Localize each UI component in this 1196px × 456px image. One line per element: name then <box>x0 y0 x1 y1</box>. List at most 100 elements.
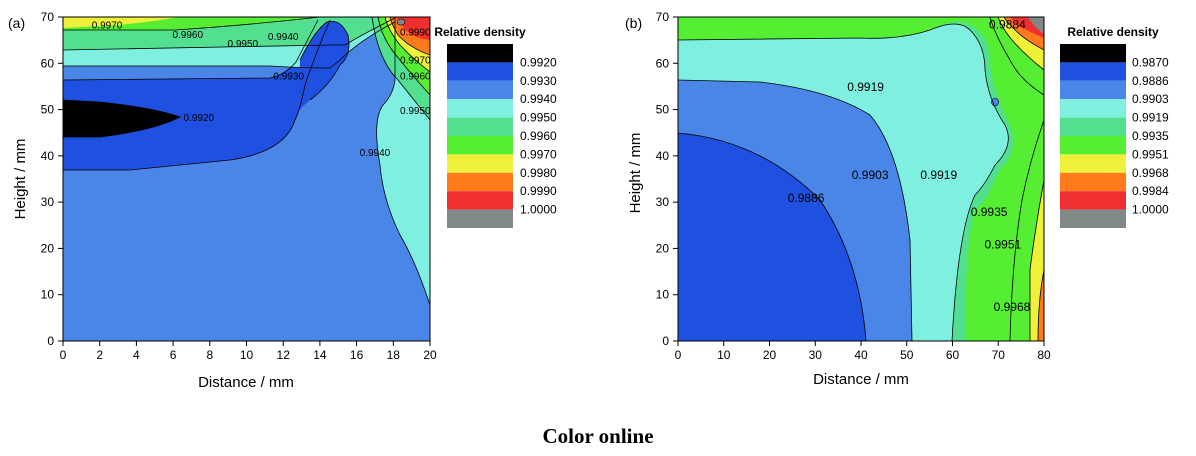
panel-a-legend-swatch <box>447 44 513 63</box>
panel-b-ytick-label: 10 <box>656 288 670 302</box>
panel-a-legend-label: 0.9960 <box>520 129 557 143</box>
panel-a-legend-label: 0.9980 <box>520 166 557 180</box>
panel-b-legend-label: 0.9919 <box>1132 111 1169 125</box>
panel-b-contour-label: 0.9919 <box>920 168 957 182</box>
panel-a-xtick-label: 18 <box>387 348 401 362</box>
panel-b-contour-lines <box>677 16 1045 342</box>
panel-a-ytick-label: 30 <box>41 195 55 209</box>
panel-a-legend-label: 0.9990 <box>520 184 557 198</box>
panel-b-legend-label: 0.9951 <box>1132 147 1169 161</box>
panel-b-legend-label: 0.9935 <box>1132 129 1169 143</box>
panel-a-legend-swatch <box>447 172 513 192</box>
panel-b-xtick-label: 50 <box>900 348 914 362</box>
panel-b-ytick-label: 60 <box>656 56 670 70</box>
panel-a-contour-label: 0.9960 <box>172 30 203 41</box>
panel-b-legend-title: Relative density <box>1067 25 1159 39</box>
panel-b-contour-label: 0.9935 <box>971 205 1008 219</box>
panel-b-contour-fills <box>678 17 1044 341</box>
panel-a-xtick-label: 20 <box>423 348 437 362</box>
panel-a-contour-label: 0.9930 <box>273 71 304 82</box>
panel-b-ytick-label: 0 <box>662 334 669 348</box>
panel-b-legend-swatch <box>1060 44 1126 63</box>
panel-b-xtick-label: 40 <box>854 348 868 362</box>
panel-b-legend-label: 1.0000 <box>1132 203 1169 217</box>
panel-a-contour-label: 0.9970 <box>400 55 431 66</box>
panel-a-legend-swatch <box>447 99 513 118</box>
panel-a-legend-label: 0.9940 <box>520 92 557 106</box>
panel-b-xtick-label: 10 <box>717 348 731 362</box>
panel-a-contour-labels: 0.9970 0.9960 0.9950 0.9940 0.9930 0.9920 0.99… <box>92 21 431 159</box>
panel-a-contour-label: 0.9940 <box>268 32 299 43</box>
panel-a-xtick-label: 8 <box>206 348 213 362</box>
panel-b-legend-swatch <box>1060 191 1126 210</box>
figure-caption: Color online <box>542 424 654 448</box>
panel-b-legend-swatch <box>1060 154 1126 173</box>
panel-a-contour-label: 0.9950 <box>228 39 259 50</box>
panel-b-xtick-label: 20 <box>763 348 777 362</box>
panel-b: 0.9919 0.9884 0.9903 0.9919 0.9886 0.9935 0.99… <box>625 10 1169 388</box>
panel-b-xtick-label: 60 <box>946 348 960 362</box>
panel-b-contour-label: 0.9968 <box>994 300 1031 314</box>
panel-b-legend-swatch <box>1060 62 1126 81</box>
panel-a-contour-label: 0.9990 <box>400 28 431 39</box>
panel-a-contour-label: 0.9970 <box>92 21 123 32</box>
panel-b-ylabel: Height / mm <box>627 133 644 214</box>
panel-a-contour-lines <box>62 16 431 306</box>
panel-a-legend-swatch <box>447 154 513 173</box>
panel-b-legend-label: 0.9903 <box>1132 92 1169 106</box>
panel-b-legend-label: 0.9984 <box>1132 184 1169 198</box>
panel-b-xtick-label: 30 <box>809 348 823 362</box>
panel-b-legend-swatch <box>1060 99 1126 118</box>
panel-b-legend-swatch <box>1060 172 1126 192</box>
panel-a-xlabel: Distance / mm <box>198 374 294 391</box>
panel-b-xtick-label: 80 <box>1037 348 1051 362</box>
panel-a-ytick-label: 50 <box>41 103 55 117</box>
panel-a-legend-swatch <box>447 62 513 81</box>
panel-b-axes: 0 10 20 30 40 50 60 70 80 0 10 20 30 40 50 60 70 <box>656 10 1051 362</box>
panel-b-xtick-label: 70 <box>992 348 1006 362</box>
panel-a-legend: Relative density 0.9920 0.9930 0.9940 0.9950… <box>434 25 557 228</box>
panel-a-tag: (a) <box>8 15 25 31</box>
panel-a-xtick-label: 2 <box>96 348 103 362</box>
panel-a-xtick-label: 4 <box>133 348 140 362</box>
panel-b-xlabel: Distance / mm <box>813 371 909 388</box>
panel-a-legend-label: 0.9950 <box>520 111 557 125</box>
panel-a-contour-label: 0.9920 <box>183 113 214 124</box>
panel-b-legend-label: 0.9870 <box>1132 55 1169 69</box>
panel-b-ytick-label: 40 <box>656 149 670 163</box>
panel-b-tag: (b) <box>625 15 642 31</box>
panel-a-contour-label: 0.9940 <box>360 148 391 159</box>
panel-b-ytick-label: 50 <box>656 103 670 117</box>
panel-a-legend-swatch <box>447 117 513 136</box>
panel-a-xtick-label: 0 <box>60 348 67 362</box>
panel-a-ytick-label: 60 <box>41 56 55 70</box>
panel-a-contour-label: 0.9950 <box>400 106 431 117</box>
panel-a-ytick-label: 40 <box>41 149 55 163</box>
panel-a-ytick-label: 70 <box>41 10 55 24</box>
panel-a-legend-label: 0.9920 <box>520 55 557 69</box>
panel-a-contour-label: 0.9960 <box>400 71 431 82</box>
panel-a-ylabel: Height / mm <box>12 139 29 220</box>
panel-a-ytick-label: 20 <box>41 241 55 255</box>
panel-b-contour-label: 0.9951 <box>984 237 1021 251</box>
panel-b-ytick-label: 30 <box>656 195 670 209</box>
panel-a-xtick-label: 10 <box>240 348 254 362</box>
panel-a-legend-swatch <box>447 136 513 155</box>
panel-a: 0.9970 0.9960 0.9950 0.9940 0.9930 0.9920 0.99… <box>8 10 557 391</box>
panel-a-xtick-label: 6 <box>170 348 177 362</box>
panel-a-legend-swatch <box>447 80 513 100</box>
panel-a-xtick-label: 12 <box>277 348 291 362</box>
panel-b-ytick-label: 70 <box>656 10 670 24</box>
panel-b-xtick-label: 0 <box>675 348 682 362</box>
panel-b-legend-swatch <box>1060 136 1126 155</box>
panel-a-legend-swatch <box>447 191 513 210</box>
panel-a-xtick-label: 16 <box>350 348 364 362</box>
panel-a-legend-title: Relative density <box>434 25 526 39</box>
panel-a-axes: 0 2 4 6 8 10 12 14 16 18 20 0 10 20 30 40 50 60 70 <box>41 10 437 362</box>
panel-b-contour-label: 0.9903 <box>852 168 889 182</box>
panel-a-ytick-label: 0 <box>47 334 54 348</box>
panel-b-legend-label: 0.9968 <box>1132 166 1169 180</box>
panel-b-contour-label: 0.9886 <box>788 191 825 205</box>
panel-a-xtick-label: 14 <box>313 348 327 362</box>
